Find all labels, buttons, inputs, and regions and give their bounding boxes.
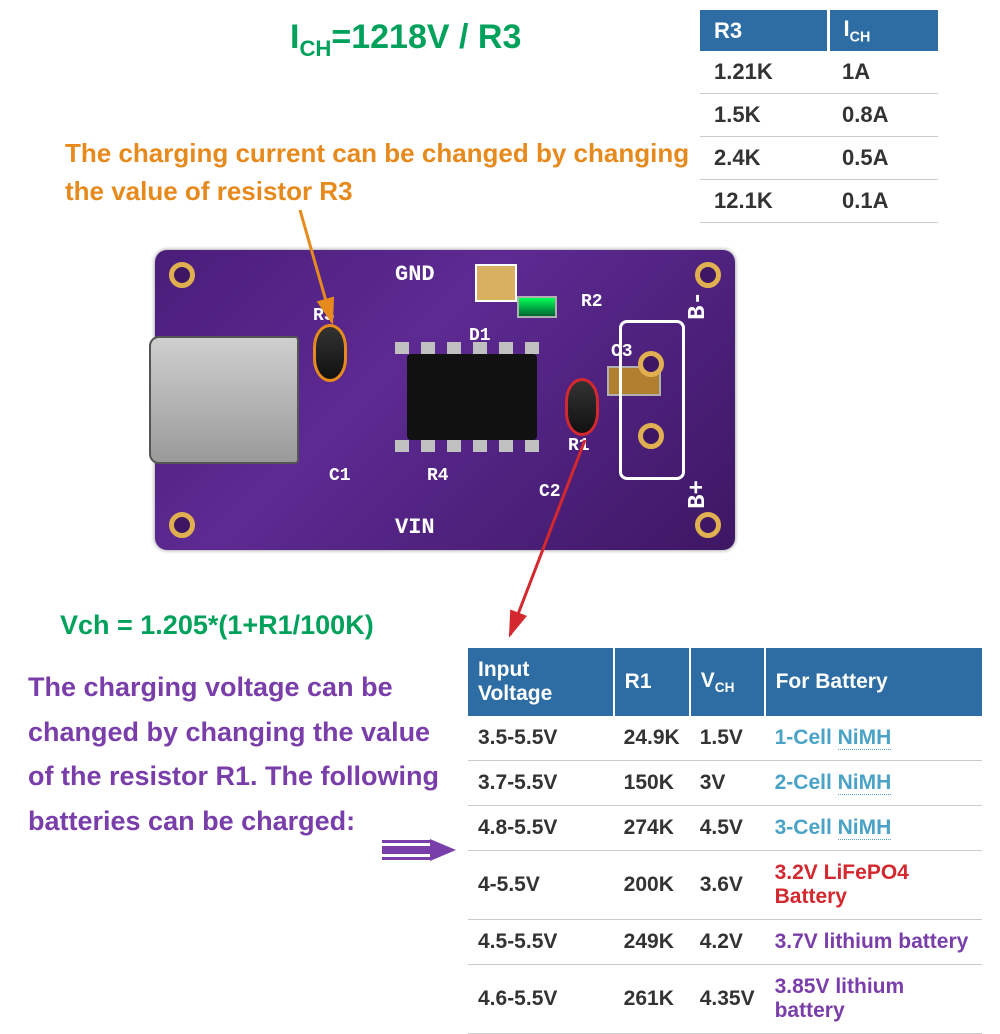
mounting-hole-icon (169, 512, 195, 538)
r1-cell: 150K (614, 761, 690, 806)
batt-cell: 2-Cell NiMH (765, 761, 982, 806)
r1-cell: 274K (614, 806, 690, 851)
voltage-table: Input Voltage R1 VCH For Battery 3.5-5.5… (468, 648, 982, 1034)
batt-cell: 3.85V lithium battery (765, 965, 982, 1034)
vin-cell: 3.5-5.5V (468, 716, 614, 761)
silk-r4: R4 (427, 466, 449, 486)
pcb-board: GND VIN R3 R1 R2 R4 C1 C2 C3 D1 B- B+ (155, 250, 735, 550)
silk-bminus: B- (685, 291, 712, 320)
batt-cell: 1-Cell NiMH (765, 716, 982, 761)
ic-chip (407, 354, 537, 440)
vin-cell: 4.8-5.5V (468, 806, 614, 851)
r3-cell: 1.21K (700, 51, 828, 94)
silk-vin: VIN (395, 515, 435, 540)
r1-cell: 24.9K (614, 716, 690, 761)
ich-cell: 1A (828, 51, 938, 94)
vch-cell: 3V (690, 761, 765, 806)
bminus-pad (638, 351, 664, 377)
table-row: 4-5.5V200K3.6V3.2V LiFePO4 Battery (468, 851, 982, 920)
r1-annotation: The charging voltage can be changed by c… (28, 665, 458, 843)
r3-component-highlight (313, 324, 347, 382)
vtable-h3: VCH (690, 648, 765, 716)
r3-ich-table: R3 ICH 1.21K1A1.5K0.8A2.4K0.5A12.1K0.1A (700, 10, 938, 223)
led-component (517, 296, 557, 318)
vch-cell: 3.6V (690, 851, 765, 920)
table-row: 3.5-5.5V24.9K1.5V1-Cell NiMH (468, 716, 982, 761)
silk-r2: R2 (581, 292, 603, 312)
batt-cell: 3.7V lithium battery (765, 920, 982, 965)
vch-cell: 4.5V (690, 806, 765, 851)
silk-r3: R3 (313, 306, 335, 326)
purple-arrow-shaft (382, 846, 432, 854)
ich-cell: 0.1A (828, 180, 938, 223)
r3-table-body: 1.21K1A1.5K0.8A2.4K0.5A12.1K0.1A (700, 51, 938, 223)
table-row: 3.7-5.5V150K3V2-Cell NiMH (468, 761, 982, 806)
silk-bplus: B+ (685, 480, 712, 509)
silk-gnd: GND (395, 262, 435, 287)
ich-formula: ICH=1218V / R3 (290, 18, 521, 62)
vch-formula: Vch = 1.205*(1+R1/100K) (60, 610, 374, 641)
silk-c3: C3 (611, 342, 633, 362)
table-row: 12.1K0.1A (700, 180, 938, 223)
r1-cell: 249K (614, 920, 690, 965)
r1-cell: 200K (614, 851, 690, 920)
mounting-hole-icon (695, 262, 721, 288)
v-table-body: 3.5-5.5V24.9K1.5V1-Cell NiMH3.7-5.5V150K… (468, 716, 982, 1034)
vtable-h4: For Battery (765, 648, 982, 716)
ich-cell: 0.5A (828, 137, 938, 180)
silk-r1: R1 (568, 436, 590, 456)
mounting-hole-icon (695, 512, 721, 538)
table-row: 1.5K0.8A (700, 94, 938, 137)
vin-cell: 4-5.5V (468, 851, 614, 920)
vtable-h1: Input Voltage (468, 648, 614, 716)
r1-cell: 261K (614, 965, 690, 1034)
vch-cell: 4.35V (690, 965, 765, 1034)
table-row: 4.6-5.5V261K4.35V3.85V lithium battery (468, 965, 982, 1034)
silk-d1: D1 (469, 326, 491, 346)
batt-cell: 3.2V LiFePO4 Battery (765, 851, 982, 920)
silk-c1: C1 (329, 466, 351, 486)
table-row: 1.21K1A (700, 51, 938, 94)
table-row: 4.5-5.5V249K4.2V3.7V lithium battery (468, 920, 982, 965)
r3-cell: 2.4K (700, 137, 828, 180)
ich-cell: 0.8A (828, 94, 938, 137)
usb-c-connector (149, 336, 299, 464)
r3-cell: 1.5K (700, 94, 828, 137)
r1-component-highlight (565, 378, 599, 436)
r3-cell: 12.1K (700, 180, 828, 223)
purple-arrow-icon (430, 839, 456, 861)
batt-cell: 3-Cell NiMH (765, 806, 982, 851)
table-row: 4.8-5.5V274K4.5V3-Cell NiMH (468, 806, 982, 851)
gnd-pad (475, 264, 517, 302)
silk-c2: C2 (539, 482, 561, 502)
bplus-pad (638, 423, 664, 449)
r3-header: R3 (700, 10, 828, 51)
r3-annotation: The charging current can be changed by c… (65, 135, 705, 210)
table-row: 2.4K0.5A (700, 137, 938, 180)
ich-header: ICH (828, 10, 938, 51)
vin-cell: 4.6-5.5V (468, 965, 614, 1034)
vtable-h2: R1 (614, 648, 690, 716)
vin-cell: 4.5-5.5V (468, 920, 614, 965)
vch-cell: 1.5V (690, 716, 765, 761)
mounting-hole-icon (169, 262, 195, 288)
vch-cell: 4.2V (690, 920, 765, 965)
vin-cell: 3.7-5.5V (468, 761, 614, 806)
